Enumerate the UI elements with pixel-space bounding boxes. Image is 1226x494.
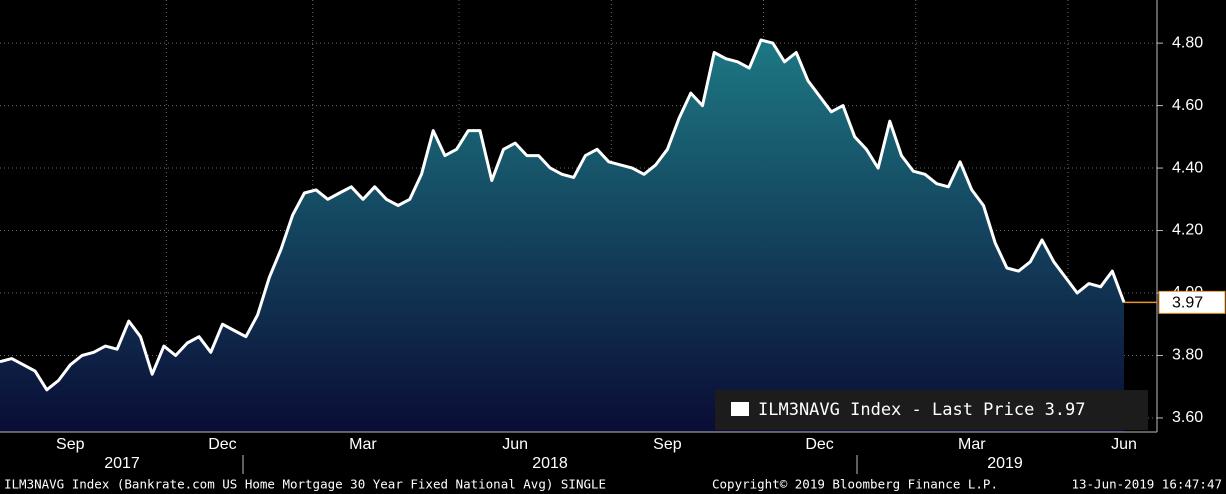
footer-source: ILM3NAVG Index (Bankrate.com US Home Mor…: [4, 477, 606, 492]
y-tick-label: 4.60: [1172, 97, 1203, 114]
line: [0, 38, 1126, 392]
legend-label: ILM3NAVG Index - Last Price 3.97: [758, 400, 1086, 420]
legend-swatch: [731, 402, 749, 416]
y-tick-label: 4.40: [1172, 159, 1203, 176]
x-tick-label: Jun: [1111, 436, 1137, 453]
year-label: 2019: [987, 455, 1023, 472]
year-label: 2017: [104, 455, 140, 472]
x-tick-label: Dec: [208, 436, 236, 453]
last-price-tag: [1158, 290, 1226, 314]
x-tick-label: Sep: [56, 436, 85, 453]
y-tick-label: 4.20: [1172, 222, 1203, 239]
last-price-label: 3.97: [1172, 295, 1203, 312]
y-tick-label: 3.80: [1172, 347, 1203, 364]
legend-box: [715, 390, 1148, 430]
x-tick-label: Mar: [958, 436, 986, 453]
year-label: 2018: [532, 455, 568, 472]
x-tick-label: Jun: [502, 436, 528, 453]
x-tick-label: Sep: [653, 436, 682, 453]
area: [0, 40, 1124, 432]
y-tick-label: 4.80: [1172, 34, 1203, 51]
x-tick-label: Mar: [349, 436, 377, 453]
footer-copyright: Copyright© 2019 Bloomberg Finance L.P.: [712, 477, 998, 492]
footer-timestamp: 13-Jun-2019 16:47:47: [1071, 477, 1222, 492]
axis-panel: [1157, 0, 1226, 494]
x-tick-label: Dec: [805, 436, 833, 453]
y-tick-label: 3.60: [1172, 409, 1203, 426]
